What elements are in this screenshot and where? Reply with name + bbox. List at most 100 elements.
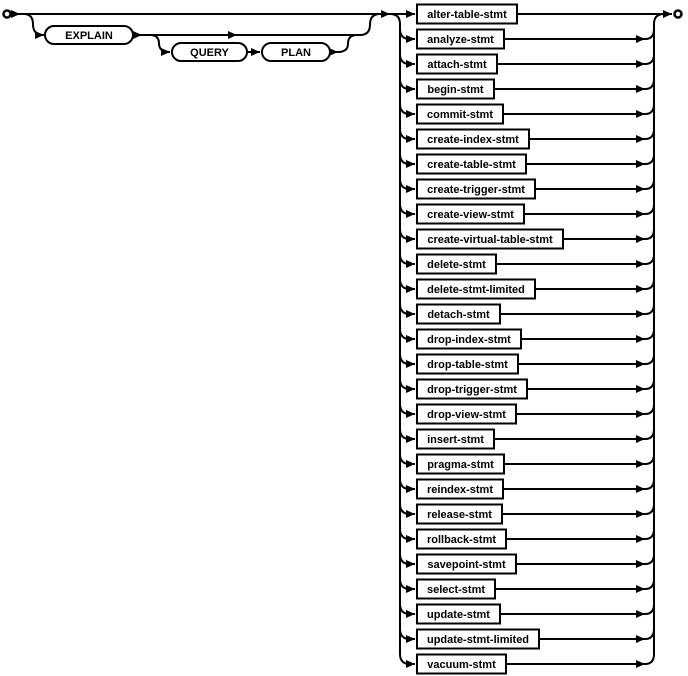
stmt-label: create-view-stmt — [427, 209, 514, 221]
row-entry-curve — [399, 228, 415, 243]
stmt-node-release-stmt[interactable]: release-stmt — [416, 503, 503, 525]
keyword-query-bubble — [171, 42, 248, 62]
row-exit-curve — [644, 303, 655, 315]
keyword-plan-bubble — [261, 42, 331, 62]
stmt-label: detach-stmt — [427, 309, 490, 321]
stmt-node-update-stmt-limited[interactable]: update-stmt-limited — [416, 628, 540, 650]
stmt-node-commit-stmt[interactable]: commit-stmt — [416, 103, 504, 125]
row-entry-curve — [399, 628, 415, 643]
stmt-label: delete-stmt-limited — [427, 284, 525, 296]
row-exit-curve — [644, 278, 655, 290]
row-exit-curve — [644, 78, 655, 90]
keyword-explain: EXPLAIN — [44, 25, 134, 45]
stmt-node-update-stmt[interactable]: update-stmt — [416, 603, 501, 625]
row-entry-curve — [399, 578, 415, 593]
row-exit-curve — [644, 28, 655, 40]
keyword-query: QUERY — [171, 42, 248, 62]
stmt-node-select-stmt[interactable]: select-stmt — [416, 578, 496, 600]
stmt-label: rollback-stmt — [427, 534, 496, 546]
stmt-node-attach-stmt[interactable]: attach-stmt — [416, 53, 498, 75]
row-exit-curve — [644, 653, 655, 665]
stmt-node-drop-trigger-stmt[interactable]: drop-trigger-stmt — [416, 378, 528, 400]
stmt-node-drop-index-stmt[interactable]: drop-index-stmt — [416, 328, 522, 350]
keyword-plan-label: PLAN — [281, 47, 311, 59]
row-exit-curve — [644, 103, 655, 115]
row-entry-curve — [399, 553, 415, 568]
row-entry-curve — [399, 403, 415, 418]
stmt-label: create-index-stmt — [427, 134, 519, 146]
stmt-node-savepoint-stmt[interactable]: savepoint-stmt — [416, 553, 517, 575]
left-rail — [389, 13, 415, 668]
row-exit-curve — [644, 328, 655, 340]
stmt-node-detach-stmt[interactable]: detach-stmt — [416, 303, 501, 325]
stmt-node-delete-stmt[interactable]: delete-stmt — [416, 253, 497, 275]
stmt-label: update-stmt-limited — [427, 634, 529, 646]
row-exit-curve — [644, 53, 655, 65]
stmt-label: drop-table-stmt — [427, 359, 508, 371]
stmt-node-alter-table-stmt[interactable]: alter-table-stmt — [416, 3, 518, 25]
row-entry-curve — [399, 328, 415, 343]
keyword-explain-bubble — [44, 25, 134, 45]
stmt-label: savepoint-stmt — [427, 559, 506, 571]
stmt-node-drop-table-stmt[interactable]: drop-table-stmt — [416, 353, 519, 375]
stmt-node-vacuum-stmt[interactable]: vacuum-stmt — [416, 653, 507, 675]
row-entry-curve — [399, 378, 415, 393]
row-exit-curve — [644, 478, 655, 490]
rejoin-up-curve — [359, 13, 381, 36]
stmt-label: create-virtual-table-stmt — [427, 234, 553, 246]
stmt-label: drop-view-stmt — [427, 409, 506, 421]
stmt-node-delete-stmt-limited[interactable]: delete-stmt-limited — [416, 278, 536, 300]
row-exit-curve — [644, 528, 655, 540]
row-exit-curve — [644, 203, 655, 215]
row-exit-curve — [644, 578, 655, 590]
row-entry-curve — [399, 253, 415, 268]
row-entry-curve — [399, 103, 415, 118]
stmt-node-create-view-stmt[interactable]: create-view-stmt — [416, 203, 525, 225]
stmt-label: commit-stmt — [427, 109, 493, 121]
row-exit-curve — [644, 503, 655, 515]
stmt-label: begin-stmt — [427, 84, 484, 96]
row-entry-curve — [399, 278, 415, 293]
row-entry-curve — [399, 203, 415, 218]
stmt-node-create-table-stmt[interactable]: create-table-stmt — [416, 153, 527, 175]
start-terminal-circle — [2, 9, 12, 19]
row-entry-curve — [399, 503, 415, 518]
stmt-node-analyze-stmt[interactable]: analyze-stmt — [416, 28, 505, 50]
stmt-label: analyze-stmt — [427, 34, 494, 46]
stmt-node-create-index-stmt[interactable]: create-index-stmt — [416, 128, 530, 150]
stmt-node-reindex-stmt[interactable]: reindex-stmt — [416, 478, 504, 500]
stmt-label: drop-trigger-stmt — [427, 384, 517, 396]
explain-branch-curve — [23, 13, 45, 39]
row-entry-curve — [399, 478, 415, 493]
stmt-label: reindex-stmt — [427, 484, 493, 496]
stmt-label: attach-stmt — [427, 59, 487, 71]
stmt-node-begin-stmt[interactable]: begin-stmt — [416, 78, 495, 100]
row-exit-curve — [644, 403, 655, 415]
stmt-node-insert-stmt[interactable]: insert-stmt — [416, 428, 495, 450]
stmt-node-create-virtual-table-stmt[interactable]: create-virtual-table-stmt — [416, 228, 564, 250]
row-exit-curve — [644, 453, 655, 465]
row-exit-curve — [644, 153, 655, 165]
row-entry-curve — [399, 428, 415, 443]
query-branch-curve — [149, 34, 171, 56]
row-entry-curve — [399, 78, 415, 93]
row-entry-curve — [399, 128, 415, 143]
stmt-label: select-stmt — [427, 584, 485, 596]
row-entry-curve — [399, 303, 415, 318]
row-entry-curve — [399, 28, 415, 43]
row-exit-curve — [644, 253, 655, 265]
row-exit-curve — [644, 378, 655, 390]
row-exit-curve — [644, 353, 655, 365]
stmt-label: drop-index-stmt — [427, 334, 511, 346]
end-terminal-circle — [673, 9, 683, 19]
row-entry-curve — [399, 603, 415, 618]
row-entry-curve — [399, 353, 415, 368]
stmt-node-rollback-stmt[interactable]: rollback-stmt — [416, 528, 507, 550]
row-exit-curve — [644, 603, 655, 615]
row-entry-curve — [399, 178, 415, 193]
stmt-node-pragma-stmt[interactable]: pragma-stmt — [416, 453, 505, 475]
stmt-node-drop-view-stmt[interactable]: drop-view-stmt — [416, 403, 517, 425]
stmt-node-create-trigger-stmt[interactable]: create-trigger-stmt — [416, 178, 536, 200]
plan-up-curve — [337, 34, 360, 53]
